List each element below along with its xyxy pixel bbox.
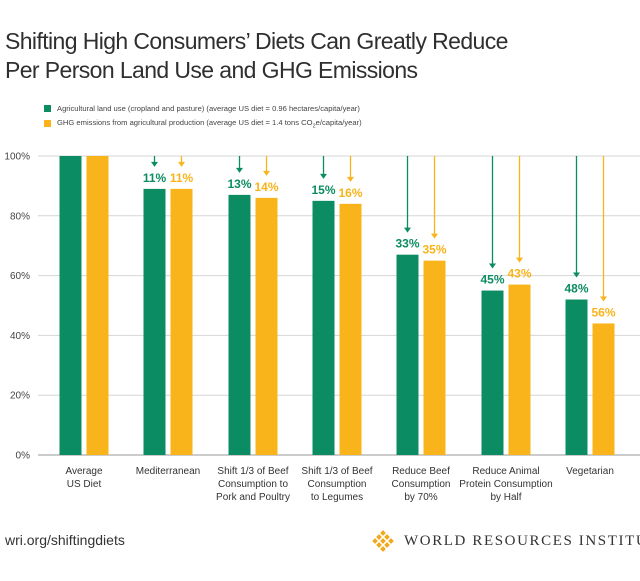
y-tick-label: 80% [10,211,30,222]
bar-ghg [86,156,109,455]
bar-ghg [255,197,278,456]
x-tick-label-line: Protein Consumption [459,479,552,490]
x-tick-label-line: Consumption [308,479,367,490]
bar-land [228,194,251,455]
reduction-arrowhead-ghg [347,176,354,182]
reduction-arrowhead-ghg [263,170,270,176]
bar-ghg [339,203,362,455]
data-label-land: 33% [395,237,419,251]
legend: Agricultural land use (cropland and past… [44,101,362,131]
reduction-arrowhead-land [236,167,243,173]
y-tick-label: 0% [16,451,31,462]
y-tick-label: 60% [10,271,30,282]
legend-swatch-land [44,105,51,112]
reduction-arrowhead-land [320,173,327,179]
x-tick-label-line: Mediterranean [136,466,200,477]
data-label-ghg: 56% [591,305,615,319]
bar-ghg [508,284,531,455]
reduction-arrowhead-land [489,263,496,269]
legend-label-ghg-prefix: GHG emissions from agricultural producti… [57,117,313,127]
x-tick-label: Shift 1/3 of Beef Consumption to Pork and … [216,466,290,503]
x-tick-label-line: Consumption to [218,479,288,490]
y-tick-label: 20% [10,391,30,402]
data-label-land: 45% [480,273,504,287]
bar-land [59,156,82,455]
bar-land [481,290,504,455]
y-tick-label: 100% [4,152,30,163]
x-tick-label: Average US Diet [65,466,103,490]
reduction-arrowhead-ghg [178,161,185,167]
x-tick-label-line: Vegetarian [566,466,614,477]
bar-land [396,254,419,455]
x-tick-label-line: Shift 1/3 of Beef [301,466,372,477]
data-label-ghg: 35% [422,243,446,257]
chart-title: Shifting High Consumers’ Diets Can Great… [5,27,508,85]
x-tick-label: Mediterranean [136,466,200,477]
data-label-ghg: 16% [338,186,362,200]
x-tick-label: Reduce Beef Consumption by 70% [392,466,451,503]
data-label-land: 15% [311,183,335,197]
x-tick-label-line: Reduce Beef [392,466,450,477]
y-tick-label: 40% [10,331,30,342]
data-label-land: 48% [564,282,588,296]
bar-land [565,299,588,455]
legend-label-land: Agricultural land use (cropland and past… [57,104,360,113]
legend-label-ghg: GHG emissions from agricultural producti… [57,118,362,130]
x-tick-label-line: by Half [490,492,521,503]
wri-logo: WORLD RESOURCES INSTITUTE [372,530,640,552]
reduction-arrowhead-ghg [516,257,523,263]
reduction-arrowhead-land [404,227,411,233]
data-label-land: 13% [227,177,251,191]
reduction-arrowhead-land [151,161,158,167]
bar-ghg [170,188,193,455]
data-label-ghg: 14% [254,180,278,194]
bar-land [143,188,166,455]
bar-ghg [592,323,615,455]
bar-land [312,200,335,455]
x-tick-label-line: Shift 1/3 of Beef [217,466,288,477]
footer-url[interactable]: wri.org/shiftingdiets [5,532,125,548]
legend-swatch-ghg [44,120,51,127]
x-tick-label: Shift 1/3 of Beef Consumption to Legumes [301,466,372,503]
legend-label-ghg-sub: 2 [312,123,316,130]
x-tick-label: Vegetarian [566,466,614,477]
reduction-arrowhead-ghg [600,296,607,302]
legend-item-ghg: GHG emissions from agricultural producti… [44,116,362,131]
reduction-arrowhead-ghg [431,233,438,239]
x-tick-label: Reduce Animal Protein Consumption by Half [459,466,552,503]
bar-ghg [423,260,446,455]
data-label-ghg: 43% [507,267,531,281]
x-tick-label-line: to Legumes [311,492,363,503]
x-tick-label-line: Consumption [392,479,451,490]
x-tick-label-line: Average [65,466,103,477]
x-tick-label-line: Pork and Poultry [216,492,290,503]
data-label-ghg: 11% [170,171,194,185]
x-tick-label-line: US Diet [67,479,102,490]
wri-logo-icon [372,530,394,552]
x-tick-label-line: by 70% [404,492,437,503]
data-label-land: 11% [143,171,167,185]
x-tick-label-line: Reduce Animal [472,466,539,477]
legend-label-ghg-suffix: e/capita/year) [315,117,362,127]
wri-logo-name: WORLD RESOURCES INSTITUTE [404,532,640,549]
chart-title-line-2: Per Person Land Use and GHG Emissions [5,57,418,83]
reduction-arrowhead-land [573,272,580,278]
legend-item-land: Agricultural land use (cropland and past… [44,101,362,116]
chart-title-line-1: Shifting High Consumers’ Diets Can Great… [5,28,508,54]
